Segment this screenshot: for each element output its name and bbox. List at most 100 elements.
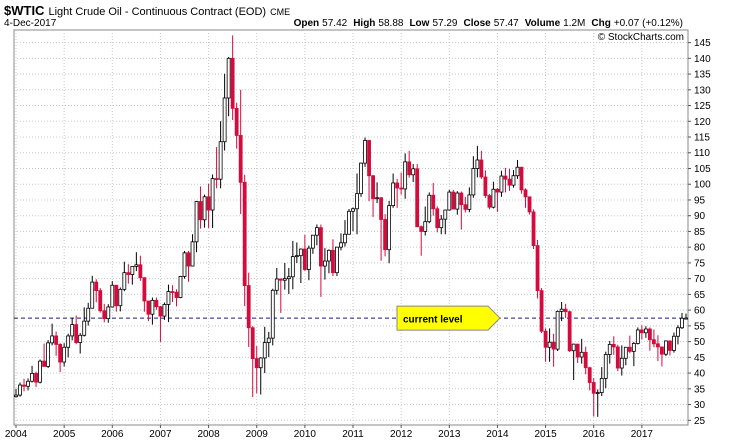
candle-body [118, 288, 123, 307]
candle-body [146, 300, 151, 315]
candle-body [274, 278, 279, 291]
candle-body [190, 241, 195, 267]
candle-body [78, 334, 83, 343]
symbol: $WTIC [4, 3, 45, 18]
y-tick-label: 45 [694, 353, 706, 364]
candle-body [343, 233, 347, 244]
candle-body [182, 252, 187, 277]
candle-body [567, 311, 572, 352]
candle-body [70, 324, 75, 337]
stats: Open 57.42 High 58.88 Low 57.29 Close 57.47 Volu… [294, 18, 683, 29]
date: 4-Dec-2017 [4, 18, 57, 29]
candle-body [226, 57, 231, 99]
stat-value: 57.29 [432, 18, 457, 29]
candle-body [555, 310, 560, 350]
candle-body [250, 327, 255, 359]
y-tick-label: 90 [694, 211, 706, 222]
candle-body [290, 256, 295, 278]
candle-body [50, 335, 55, 344]
candle-body [423, 221, 428, 232]
candle-body [262, 342, 267, 359]
candle-body [511, 175, 516, 186]
candle-body [631, 343, 636, 352]
candle-body [431, 194, 436, 210]
x-tick-label: 2015 [534, 429, 557, 440]
candle-body [383, 219, 388, 251]
candle-body [266, 337, 271, 343]
x-tick-label: 2004 [5, 429, 28, 440]
candle-body [639, 329, 644, 334]
stat-label: Volume [525, 18, 561, 29]
candle-body [403, 161, 408, 190]
candle-body [623, 346, 628, 359]
y-tick-label: 100 [694, 180, 711, 191]
candle-body [210, 178, 215, 211]
candle-body [331, 249, 335, 274]
candle-body [82, 320, 87, 336]
candle-body [158, 306, 163, 317]
candle-body [660, 346, 664, 355]
stat-label: High [353, 18, 375, 29]
candle-body [86, 307, 91, 322]
candle-body [635, 329, 640, 344]
candle-body [14, 394, 18, 398]
stat-value: 57.47 [494, 18, 519, 29]
candle-body [571, 343, 576, 352]
candle-body [130, 265, 135, 275]
candle-body [619, 357, 624, 369]
candle-body [455, 192, 460, 210]
candle-body [676, 327, 680, 337]
candle-body [459, 192, 464, 206]
candle-body [367, 140, 371, 177]
candle-body [22, 384, 26, 387]
candle-body [254, 358, 259, 369]
plot-area [13, 29, 689, 426]
candle-body [443, 209, 448, 220]
stat-label: Chg [591, 18, 610, 29]
candle-body [170, 291, 175, 293]
candle-body [664, 340, 668, 355]
candle-body [18, 384, 22, 396]
x-tick-label: 2010 [294, 429, 317, 440]
candle-body [202, 196, 207, 221]
candle-body [298, 248, 303, 257]
stat-label: Close [463, 18, 491, 29]
candle-body [282, 278, 287, 281]
x-tick-label: 2017 [631, 429, 654, 440]
y-tick-label: 60 [694, 306, 706, 317]
candle-body [90, 281, 95, 309]
candle-body [680, 317, 684, 329]
candle-body [359, 162, 363, 195]
candle-body [483, 176, 488, 196]
candle-body [114, 284, 119, 307]
candle-body [439, 218, 444, 229]
candle-body [323, 260, 327, 267]
candle-body [535, 245, 540, 292]
candle-body [595, 392, 600, 394]
stat-value: (+0.12%) [642, 18, 683, 29]
candle-body [198, 201, 203, 221]
candle-body [627, 346, 632, 352]
candle-body [507, 178, 512, 186]
candle-body [551, 341, 556, 350]
candle-body [26, 380, 30, 387]
candle-body [174, 291, 179, 298]
y-tick-label: 50 [694, 337, 706, 348]
candle-body [206, 196, 211, 211]
candle-body [527, 196, 532, 213]
candle-body [491, 188, 496, 208]
candle-body [106, 306, 111, 320]
stat-label: Open [294, 18, 320, 29]
x-tick-label: 2016 [583, 429, 606, 440]
y-tick-label: 95 [694, 195, 706, 206]
candle-body [347, 210, 351, 235]
candle-body [547, 341, 552, 348]
candle-body [34, 372, 38, 383]
candle-body [178, 276, 183, 298]
candle-body [98, 290, 103, 312]
candle-body [162, 304, 167, 317]
candle-body [351, 208, 355, 212]
x-tick-label: 2012 [390, 429, 413, 440]
candle-body [672, 335, 676, 351]
